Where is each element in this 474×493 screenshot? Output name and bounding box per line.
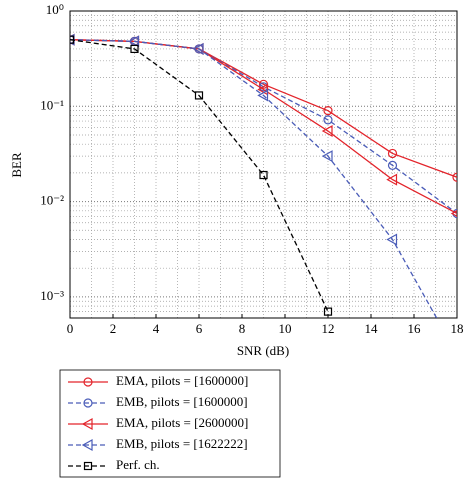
x-tick-label: 2 [110,321,117,336]
series-line [70,39,329,312]
marker [386,233,398,246]
marker [452,349,461,359]
marker [257,89,269,102]
y-tick-label: 10⁻³ [40,288,64,303]
marker [323,115,333,125]
marker [321,125,333,138]
marker [323,307,333,316]
x-tick-label: 14 [365,321,379,336]
marker [321,150,333,163]
legend-label: EMA, pilots = [2600000] [116,415,248,430]
x-tick-label: 10 [279,321,292,336]
marker [452,172,457,182]
marker [70,35,75,44]
marker [130,44,139,54]
series-line [70,39,457,178]
legend-label: EMA, pilots = [1600000] [116,373,248,388]
x-tick-label: 12 [322,321,335,336]
x-tick-label: 8 [239,321,246,336]
x-tick-label: 0 [67,321,74,336]
marker [81,417,93,431]
marker [83,461,93,471]
marker [386,173,398,186]
marker [128,35,140,48]
plot-area [70,33,461,359]
x-tick-label: 18 [451,321,464,336]
x-tick-label: 4 [153,321,160,336]
marker [83,377,93,387]
marker [387,160,398,170]
plot-frame [69,10,458,319]
marker [323,106,333,116]
y-axis-label: BER [9,152,24,178]
marker [257,83,269,96]
x-tick-label: 6 [196,321,203,336]
x-axis-label: SNR (dB) [237,343,289,358]
legend-label: Perf. ch. [116,457,160,472]
y-tick-label: 10⁻¹ [40,97,64,112]
marker [194,91,204,100]
y-tick-label: 10⁻² [40,193,64,208]
legend-label: EMB, pilots = [1600000] [116,394,248,409]
marker [81,438,93,452]
marker [450,210,457,217]
y-tick-label: 10⁰ [46,2,64,17]
marker [387,148,398,159]
marker [83,398,93,408]
marker [192,42,204,55]
marker [259,170,268,180]
legend-label: EMB, pilots = [1622222] [116,436,248,451]
x-tick-label: 16 [408,321,422,336]
series-line [70,39,438,318]
